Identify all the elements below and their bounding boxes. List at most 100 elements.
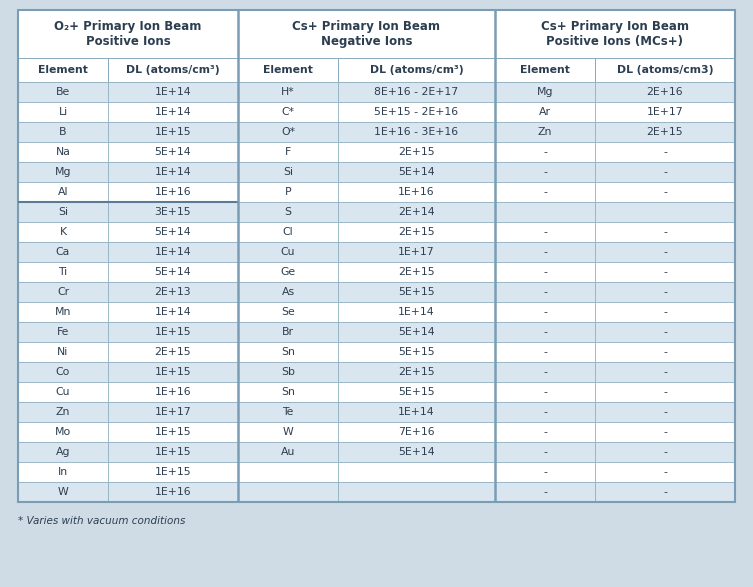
Bar: [338, 222, 495, 242]
Text: Cr: Cr: [57, 287, 69, 297]
Bar: [238, 222, 338, 242]
Text: Element: Element: [520, 65, 570, 75]
Bar: [338, 242, 495, 262]
Text: Na: Na: [56, 147, 71, 157]
Text: -: -: [543, 407, 547, 417]
Bar: [338, 302, 495, 322]
Text: 3E+15: 3E+15: [154, 207, 191, 217]
Bar: [238, 302, 338, 322]
Text: -: -: [543, 247, 547, 257]
Text: -: -: [543, 147, 547, 157]
Text: 1E+15: 1E+15: [154, 367, 191, 377]
Text: B: B: [59, 127, 67, 137]
Bar: [338, 322, 495, 342]
Bar: [338, 82, 495, 102]
Bar: [495, 122, 595, 142]
Text: 2E+15: 2E+15: [398, 367, 434, 377]
Bar: [108, 202, 238, 222]
Bar: [495, 362, 595, 382]
Text: 1E+16: 1E+16: [154, 187, 191, 197]
Bar: [495, 58, 595, 82]
Text: In: In: [58, 467, 68, 477]
Text: Zn: Zn: [56, 407, 70, 417]
Bar: [18, 282, 108, 302]
Bar: [595, 162, 735, 182]
Text: -: -: [543, 367, 547, 377]
Bar: [108, 82, 238, 102]
Text: -: -: [663, 367, 667, 377]
Bar: [108, 122, 238, 142]
Bar: [108, 102, 238, 122]
Text: 2E+15: 2E+15: [398, 267, 434, 277]
Bar: [495, 422, 595, 442]
Bar: [495, 282, 595, 302]
Bar: [108, 402, 238, 422]
Text: 1E+15: 1E+15: [154, 467, 191, 477]
Text: Ag: Ag: [56, 447, 70, 457]
Text: -: -: [543, 487, 547, 497]
Text: 5E+14: 5E+14: [154, 147, 191, 157]
Text: 1E+16: 1E+16: [398, 187, 434, 197]
Text: Te: Te: [282, 407, 294, 417]
Text: -: -: [663, 167, 667, 177]
Bar: [238, 422, 338, 442]
Bar: [595, 142, 735, 162]
Bar: [18, 142, 108, 162]
Bar: [338, 122, 495, 142]
Text: Cu: Cu: [281, 247, 295, 257]
Text: Au: Au: [281, 447, 295, 457]
Bar: [108, 302, 238, 322]
Bar: [18, 222, 108, 242]
Text: -: -: [663, 247, 667, 257]
Text: 1E+17: 1E+17: [647, 107, 683, 117]
Bar: [595, 102, 735, 122]
Text: 1E+14: 1E+14: [154, 247, 191, 257]
Bar: [595, 202, 735, 222]
Bar: [495, 402, 595, 422]
Text: * Varies with vacuum conditions: * Varies with vacuum conditions: [18, 516, 185, 526]
Text: Sb: Sb: [281, 367, 295, 377]
Text: -: -: [663, 287, 667, 297]
Text: 2E+14: 2E+14: [398, 207, 434, 217]
Bar: [495, 142, 595, 162]
Text: Ni: Ni: [57, 347, 69, 357]
Bar: [108, 442, 238, 462]
Text: Co: Co: [56, 367, 70, 377]
Bar: [338, 202, 495, 222]
Text: Li: Li: [59, 107, 68, 117]
Text: 5E+14: 5E+14: [398, 447, 434, 457]
Bar: [108, 142, 238, 162]
Text: 1E+15: 1E+15: [154, 127, 191, 137]
Bar: [18, 362, 108, 382]
Bar: [108, 482, 238, 502]
Bar: [338, 382, 495, 402]
Bar: [495, 462, 595, 482]
Text: 2E+13: 2E+13: [154, 287, 191, 297]
Bar: [18, 482, 108, 502]
Bar: [238, 482, 338, 502]
Bar: [595, 282, 735, 302]
Bar: [238, 58, 338, 82]
Text: 1E+16: 1E+16: [154, 487, 191, 497]
Bar: [238, 142, 338, 162]
Bar: [338, 58, 495, 82]
Text: -: -: [663, 387, 667, 397]
Text: Sn: Sn: [281, 387, 295, 397]
Bar: [18, 302, 108, 322]
Text: W: W: [282, 427, 294, 437]
Text: F: F: [285, 147, 291, 157]
Text: 1E+14: 1E+14: [154, 307, 191, 317]
Text: -: -: [543, 347, 547, 357]
Bar: [238, 122, 338, 142]
Bar: [108, 182, 238, 202]
Bar: [495, 242, 595, 262]
Bar: [18, 442, 108, 462]
Text: Cs+ Primary Ion Beam
Positive Ions (MCs+): Cs+ Primary Ion Beam Positive Ions (MCs+…: [541, 20, 689, 48]
Bar: [18, 102, 108, 122]
Bar: [495, 322, 595, 342]
Text: -: -: [543, 327, 547, 337]
Bar: [238, 162, 338, 182]
Bar: [495, 302, 595, 322]
Bar: [338, 402, 495, 422]
Text: O*: O*: [281, 127, 295, 137]
